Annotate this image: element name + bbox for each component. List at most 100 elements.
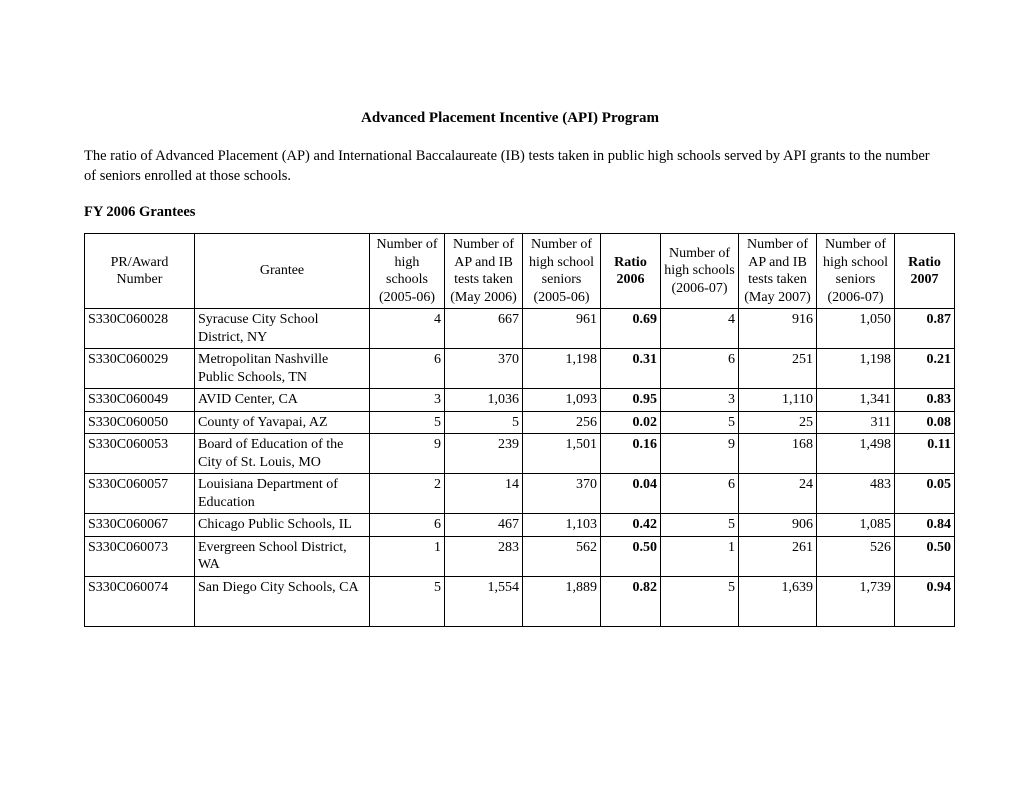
- table-cell: 1,639: [739, 576, 817, 627]
- table-row: S330C060073Evergreen School District, WA…: [85, 536, 955, 576]
- table-cell: 283: [445, 536, 523, 576]
- table-cell: 14: [445, 474, 523, 514]
- table-cell: 6: [661, 474, 739, 514]
- table-cell: 0.50: [895, 536, 955, 576]
- section-heading: FY 2006 Grantees: [84, 204, 936, 221]
- table-cell: 0.04: [601, 474, 661, 514]
- table-row: S330C060049AVID Center, CA31,0361,0930.9…: [85, 389, 955, 412]
- table-cell: S330C060057: [85, 474, 195, 514]
- column-header: Grantee: [195, 234, 370, 309]
- table-cell: 0.50: [601, 536, 661, 576]
- column-header: Number of high schools (2005-06): [370, 234, 445, 309]
- table-cell: Syracuse City School District, NY: [195, 309, 370, 349]
- table-cell: 0.16: [601, 434, 661, 474]
- table-cell: 1,739: [817, 576, 895, 627]
- table-cell: 3: [661, 389, 739, 412]
- table-cell: 961: [523, 309, 601, 349]
- table-cell: 5: [445, 411, 523, 434]
- table-row: S330C060057Louisiana Department of Educa…: [85, 474, 955, 514]
- table-cell: 256: [523, 411, 601, 434]
- table-cell: 1,050: [817, 309, 895, 349]
- table-cell: S330C060067: [85, 514, 195, 537]
- table-body: S330C060028Syracuse City School District…: [85, 309, 955, 627]
- table-cell: 370: [523, 474, 601, 514]
- table-cell: 0.82: [601, 576, 661, 627]
- table-cell: 6: [370, 349, 445, 389]
- table-cell: 311: [817, 411, 895, 434]
- table-cell: San Diego City Schools, CA: [195, 576, 370, 627]
- table-cell: 6: [370, 514, 445, 537]
- table-cell: Board of Education of the City of St. Lo…: [195, 434, 370, 474]
- table-cell: 4: [370, 309, 445, 349]
- table-cell: 0.87: [895, 309, 955, 349]
- table-cell: 0.42: [601, 514, 661, 537]
- table-cell: 239: [445, 434, 523, 474]
- table-cell: 6: [661, 349, 739, 389]
- table-cell: 667: [445, 309, 523, 349]
- table-cell: S330C060028: [85, 309, 195, 349]
- table-cell: 483: [817, 474, 895, 514]
- column-header: Number of AP and IB tests taken (May 200…: [739, 234, 817, 309]
- table-cell: 5: [661, 576, 739, 627]
- table-cell: 1,498: [817, 434, 895, 474]
- table-cell: 1: [661, 536, 739, 576]
- table-cell: S330C060050: [85, 411, 195, 434]
- table-cell: S330C060074: [85, 576, 195, 627]
- table-cell: S330C060029: [85, 349, 195, 389]
- table-row: S330C060028Syracuse City School District…: [85, 309, 955, 349]
- table-cell: 0.11: [895, 434, 955, 474]
- table-cell: 1,341: [817, 389, 895, 412]
- table-cell: 1,110: [739, 389, 817, 412]
- table-cell: 562: [523, 536, 601, 576]
- table-cell: 906: [739, 514, 817, 537]
- table-cell: 0.69: [601, 309, 661, 349]
- column-header: Number of high school seniors (2005-06): [523, 234, 601, 309]
- column-header: Number of high school seniors (2006-07): [817, 234, 895, 309]
- column-header: Ratio 2006: [601, 234, 661, 309]
- table-cell: 5: [370, 576, 445, 627]
- table-cell: 9: [661, 434, 739, 474]
- table-cell: 9: [370, 434, 445, 474]
- page-title: Advanced Placement Incentive (API) Progr…: [84, 110, 936, 127]
- table-cell: 1,554: [445, 576, 523, 627]
- table-cell: 1,501: [523, 434, 601, 474]
- table-cell: Evergreen School District, WA: [195, 536, 370, 576]
- table-cell: 1: [370, 536, 445, 576]
- table-cell: S330C060053: [85, 434, 195, 474]
- table-cell: 0.31: [601, 349, 661, 389]
- column-header: Ratio 2007: [895, 234, 955, 309]
- table-cell: 916: [739, 309, 817, 349]
- table-cell: 5: [661, 411, 739, 434]
- table-row: S330C060053Board of Education of the Cit…: [85, 434, 955, 474]
- table-cell: Metropolitan Nashville Public Schools, T…: [195, 349, 370, 389]
- document-page: Advanced Placement Incentive (API) Progr…: [0, 0, 1020, 667]
- table-cell: 1,093: [523, 389, 601, 412]
- table-row: S330C060074San Diego City Schools, CA51,…: [85, 576, 955, 627]
- table-cell: 526: [817, 536, 895, 576]
- table-cell: AVID Center, CA: [195, 389, 370, 412]
- column-header: Number of high schools (2006-07): [661, 234, 739, 309]
- table-cell: 1,198: [523, 349, 601, 389]
- table-cell: 0.94: [895, 576, 955, 627]
- table-cell: 370: [445, 349, 523, 389]
- table-cell: 1,103: [523, 514, 601, 537]
- table-cell: 0.02: [601, 411, 661, 434]
- column-header: Number of AP and IB tests taken (May 200…: [445, 234, 523, 309]
- table-cell: 3: [370, 389, 445, 412]
- column-header: PR/Award Number: [85, 234, 195, 309]
- table-cell: 1,036: [445, 389, 523, 412]
- table-header: PR/Award NumberGranteeNumber of high sch…: [85, 234, 955, 309]
- table-cell: S330C060073: [85, 536, 195, 576]
- table-row: S330C060050County of Yavapai, AZ552560.0…: [85, 411, 955, 434]
- table-cell: 5: [661, 514, 739, 537]
- table-cell: 4: [661, 309, 739, 349]
- table-cell: 0.08: [895, 411, 955, 434]
- table-cell: Louisiana Department of Education: [195, 474, 370, 514]
- table-cell: 0.83: [895, 389, 955, 412]
- table-cell: 168: [739, 434, 817, 474]
- table-cell: County of Yavapai, AZ: [195, 411, 370, 434]
- table-cell: 0.95: [601, 389, 661, 412]
- table-cell: 1,085: [817, 514, 895, 537]
- table-cell: 5: [370, 411, 445, 434]
- table-cell: Chicago Public Schools, IL: [195, 514, 370, 537]
